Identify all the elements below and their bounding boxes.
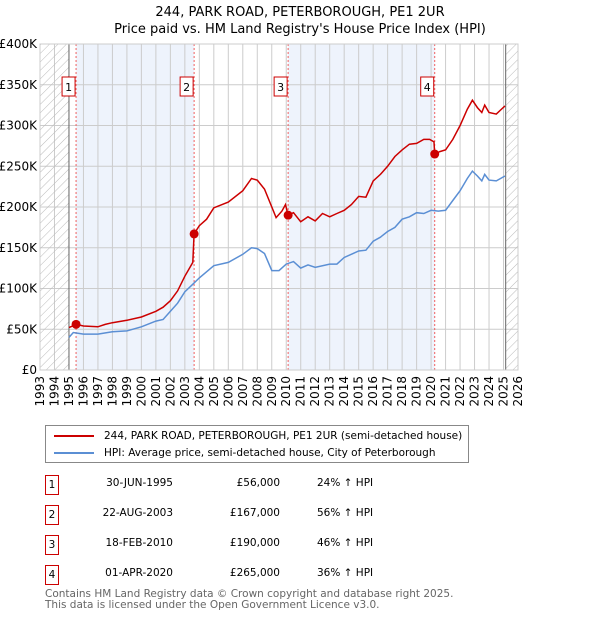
plot-frame	[39, 43, 519, 371]
transaction-number: 3	[45, 535, 59, 555]
sale-label: 4	[424, 81, 431, 94]
transaction-price: £190,000	[229, 537, 280, 549]
footer-line: This data is licensed under the Open Gov…	[45, 599, 380, 611]
sale-label-box	[179, 76, 194, 97]
y-tick-label: £200K	[0, 200, 38, 214]
x-tick-label: 1994	[47, 376, 61, 407]
y-tick-label: £150K	[0, 241, 38, 255]
legend-swatch-property	[54, 435, 94, 437]
y-tick-label: £250K	[0, 159, 38, 173]
footer-line: Contains HM Land Registry data © Crown c…	[45, 588, 454, 600]
x-tick-label: 2016	[366, 376, 380, 407]
chart-title: 244, PARK ROAD, PETERBOROUGH, PE1 2UR	[155, 5, 445, 20]
x-tick-label: 2009	[265, 376, 279, 407]
x-tick-label: 2022	[453, 376, 467, 407]
transaction-row: 4 01-APR-2020 £265,000 36% ↑ HPI	[45, 565, 465, 585]
legend-label-property: 244, PARK ROAD, PETERBOROUGH, PE1 2UR (s…	[104, 430, 463, 442]
x-tick-label: 2017	[381, 376, 395, 407]
transaction-hpi: 24% ↑ HPI	[317, 477, 374, 489]
transaction-date: 22-AUG-2003	[102, 507, 173, 519]
x-tick-label: 2021	[439, 376, 453, 407]
y-tick-label: £400K	[0, 37, 38, 51]
legend-item-property: 244, PARK ROAD, PETERBOROUGH, PE1 2UR (s…	[54, 428, 462, 444]
chart-subtitle: Price paid vs. HM Land Registry's House …	[114, 22, 486, 37]
sale-point	[283, 210, 293, 220]
transaction-number: 1	[45, 475, 59, 495]
x-tick-label: 1999	[120, 376, 134, 407]
x-tick-label: 1997	[91, 376, 105, 407]
x-tick-label: 2006	[221, 376, 235, 407]
sale-label-box	[420, 76, 435, 97]
x-tick-label: 2019	[410, 376, 424, 407]
x-tick-label: 2013	[323, 376, 337, 407]
x-tick-label: 2014	[337, 376, 351, 407]
x-tick-label: 1993	[33, 376, 47, 407]
series-line	[68, 98, 506, 329]
price-chart: 1 2 3 4 £0 £50K £100K £150K £200K £250K £300K £350K…	[0, 37, 525, 407]
legend-item-hpi: HPI: Average price, semi-detached house,…	[54, 445, 436, 461]
transaction-date: 30-JUN-1995	[106, 477, 173, 489]
transaction-price: £167,000	[229, 507, 280, 519]
transaction-hpi: 56% ↑ HPI	[317, 507, 374, 519]
x-tick-label: 2004	[192, 376, 206, 407]
footer-attribution: Contains HM Land Registry data © Crown c…	[45, 589, 453, 611]
transaction-number: 4	[45, 565, 59, 585]
sale-label: 1	[65, 81, 72, 94]
transaction-hpi: 36% ↑ HPI	[317, 567, 374, 579]
transaction-number: 2	[45, 505, 59, 525]
sale-label: 3	[277, 81, 284, 94]
y-tick-label: £0	[22, 363, 37, 377]
x-tick-label: 2001	[149, 376, 163, 407]
no-data-region	[40, 44, 69, 370]
sale-label-box	[61, 76, 76, 97]
x-tick-label: 2000	[134, 376, 148, 407]
x-tick-label: 2015	[352, 376, 366, 407]
transaction-date: 01-APR-2020	[105, 567, 173, 579]
x-tick-label: 2012	[308, 376, 322, 407]
x-tick-label: 2018	[395, 376, 409, 407]
sale-label: 2	[183, 81, 190, 94]
sale-point	[189, 229, 199, 239]
legend-label-hpi: HPI: Average price, semi-detached house,…	[104, 447, 436, 459]
y-tick-label: £100K	[0, 282, 38, 296]
x-tick-label: 2008	[250, 376, 264, 407]
x-tick-label: 1995	[62, 376, 76, 407]
transaction-row: 2 22-AUG-2003 £167,000 56% ↑ HPI	[45, 505, 465, 525]
y-tick-label: £350K	[0, 78, 38, 92]
series-line	[68, 169, 506, 338]
transaction-price: £56,000	[236, 477, 280, 489]
x-tick-label: 2011	[294, 376, 308, 407]
chart-legend: 244, PARK ROAD, PETERBOROUGH, PE1 2UR (s…	[45, 425, 469, 463]
transaction-date: 18-FEB-2010	[105, 537, 173, 549]
sale-point	[430, 149, 440, 159]
x-tick-label: 2003	[178, 376, 192, 407]
x-tick-label: 2002	[163, 376, 177, 407]
x-tick-label: 2007	[236, 376, 250, 407]
transaction-row: 1 30-JUN-1995 £56,000 24% ↑ HPI	[45, 475, 465, 495]
x-tick-label: 2010	[279, 376, 293, 407]
transaction-price: £265,000	[229, 567, 280, 579]
y-tick-label: £50K	[6, 322, 38, 336]
x-tick-label: 1998	[105, 376, 119, 407]
transaction-hpi: 46% ↑ HPI	[317, 537, 374, 549]
x-tick-label: 2023	[468, 376, 482, 407]
transaction-row: 3 18-FEB-2010 £190,000 46% ↑ HPI	[45, 535, 465, 555]
x-tick-label: 2026	[511, 376, 525, 407]
x-tick-label: 2005	[207, 376, 221, 407]
sale-label-box	[273, 76, 288, 97]
x-tick-label: 2020	[424, 376, 438, 407]
x-tick-label: 2025	[497, 376, 511, 407]
x-tick-label: 2024	[482, 376, 496, 407]
x-tick-label: 1996	[76, 376, 90, 407]
y-tick-label: £300K	[0, 119, 38, 133]
sale-point	[71, 319, 81, 329]
legend-swatch-hpi	[54, 452, 94, 454]
no-data-region	[505, 44, 518, 370]
